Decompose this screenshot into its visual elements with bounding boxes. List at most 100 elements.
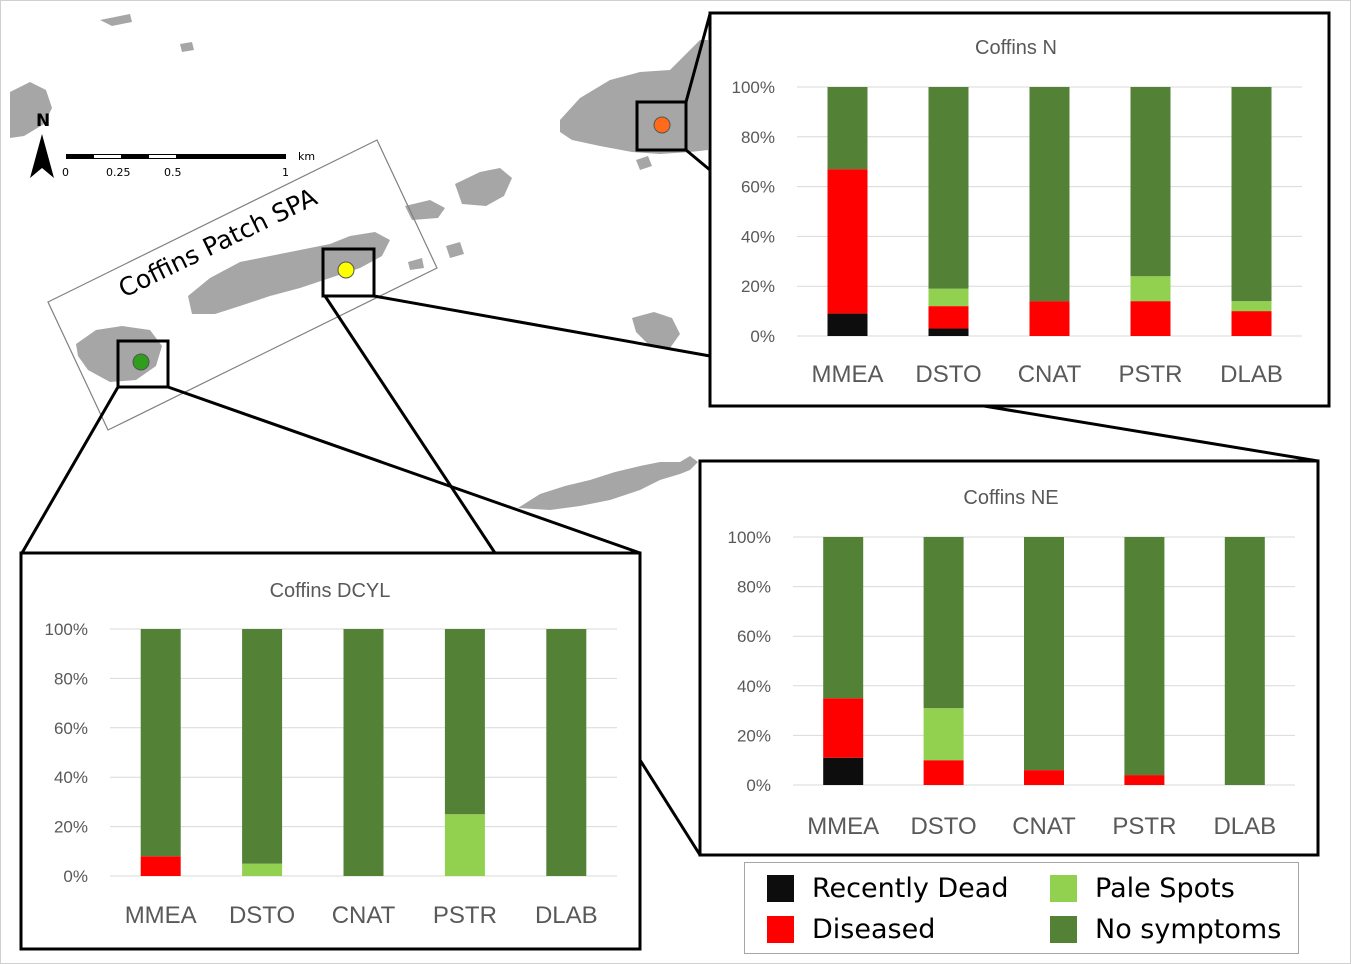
coffins-ne-bar-dsto-no-symptoms [923,537,964,709]
coffins-ne-y-tick-label: 100% [728,528,771,547]
coffins-n-bar-dsto-recently-dead [928,328,969,336]
coffins-ne-x-tick-label: PSTR [1112,813,1176,840]
coffins-dcyl-y-tick-label: 100% [45,620,88,639]
coffins-dcyl-frame [19,551,642,951]
island-islet-c [446,242,464,258]
coffins-n-bar-dsto-pale-spots [928,288,969,307]
coffins-n-bar-pstr-no-symptoms [1130,87,1171,277]
scale-tick-2: 0.5 [164,166,182,179]
coffins-n-bar-mmea-no-symptoms [827,87,868,170]
coffins-dcyl-y-tick-label: 60% [54,719,88,738]
coffins-n-x-tick-label: DSTO [915,361,981,388]
callout-ne-b [323,295,499,557]
legend-item-pale-spots: Pale Spots [1050,873,1235,904]
coffins-n-bar-dsto-no-symptoms [928,87,969,289]
callout-lines [20,13,1319,856]
legend-swatch-recently-dead [767,875,794,902]
island-islet-d [636,156,652,170]
coffins-n-bar-cnat-no-symptoms [1029,87,1070,302]
coffins-ne-y-tick-label: 40% [737,677,771,696]
coffins-dcyl-y-tick-label: 80% [54,669,88,688]
coffins-ne-bar-dsto-diseased [923,760,964,785]
coffins-ne-bar-mmea-diseased [823,698,864,758]
coffins-n-bar-dlab-pale-spots [1231,301,1272,312]
scale-tick-0: 0 [62,166,69,179]
legend: Recently Dead Pale Spots Diseased No sym… [744,862,1299,954]
site-box-dcyl [116,339,170,389]
island-far-left [10,82,52,138]
coffins-n-frame [708,11,1331,408]
coffins-dcyl-bar-mmea-no-symptoms [140,629,181,857]
legend-label-diseased: Diseased [812,914,936,945]
site-box-n [635,100,688,152]
spa-boundary [47,139,438,431]
site-marker-dcyl [132,353,150,371]
callout-dcyl-a [20,386,120,554]
coffins-n-bar-mmea-recently-dead [827,313,868,336]
coffins-ne-bar-pstr-diseased [1124,775,1165,785]
coffins-ne-x-tick-label: DSTO [910,813,976,840]
legend-label-pale-spots: Pale Spots [1095,873,1235,904]
coffins-n-x-tick-label: MMEA [812,361,884,388]
coffins-ne-bar-cnat-diseased [1024,770,1064,785]
coffins-n-x-tick-label: PSTR [1118,361,1182,388]
island-islet-a [180,42,194,52]
coffins-n-y-tick-label: 100% [732,78,775,97]
callout-n-bottom [685,148,711,172]
island-islet-b [408,258,424,270]
coffins-dcyl-bar-dlab-no-symptoms [546,629,587,876]
north-arrow: N [30,111,54,178]
coffins-dcyl-y-tick-label: 40% [54,768,88,787]
scale-tick-1: 0.25 [106,166,131,179]
island-mid-east [455,168,512,206]
island-mid [405,200,445,220]
coffins-ne-y-tick-label: 20% [737,726,771,745]
coffins-n-title: Coffins N [975,37,1057,59]
legend-label-no-symptoms: No symptoms [1095,914,1282,945]
coffins-dcyl-x-tick-label: MMEA [125,902,197,929]
coffins-dcyl-y-tick-label: 0% [63,867,88,886]
coffins-dcyl-x-tick-label: DSTO [229,902,295,929]
chart-panel-coffins-ne: Coffins NE 0% 20% 40% 60% 80% 100% MMEA DSTO CNAT… [698,459,1320,857]
legend-swatch-no-symptoms [1050,916,1077,943]
coffins-n-y-tick-label: 80% [741,128,775,147]
coffins-ne-bar-mmea-no-symptoms [823,537,864,699]
coffins-dcyl-y-tick-label: 20% [54,818,88,837]
callout-dcyl-b [167,385,641,555]
coffins-n-bar-cnat-diseased [1029,301,1070,336]
coffins-ne-bar-cnat-no-symptoms [1024,537,1064,771]
coffins-ne-x-tick-label: MMEA [807,813,879,840]
coffins-ne-bar-dlab-no-symptoms [1224,537,1265,785]
coffins-dcyl-x-tick-label: CNAT [332,902,396,929]
coffins-n-y-tick-label: 40% [741,227,775,246]
coffins-n-bar-dsto-diseased [928,306,969,329]
coffins-ne-bar-mmea-recently-dead [823,757,864,785]
coffins-ne-title: Coffins NE [963,487,1058,509]
coffins-dcyl-bar-pstr-pale-spots [444,814,485,876]
coffins-n-bar-dlab-no-symptoms [1231,87,1272,302]
callout-dcyl-c [638,759,702,856]
scale-unit: km [298,150,315,163]
site-marker-n [653,116,671,134]
coffins-dcyl-x-tick-label: DLAB [535,902,598,929]
legend-item-no-symptoms: No symptoms [1050,914,1281,945]
island-south-east [632,312,680,348]
coffins-n-x-tick-label: CNAT [1018,361,1082,388]
coffins-ne-y-tick-label: 80% [737,578,771,597]
chart-panel-coffins-dcyl: Coffins DCYL 0% 20% 40% 60% 80% 100% MMEA DSTO CN… [19,551,642,951]
coffins-dcyl-bar-mmea-diseased [140,856,181,876]
coffins-dcyl-bar-pstr-no-symptoms [444,629,485,815]
coffins-ne-bar-pstr-no-symptoms [1124,537,1165,776]
coffins-n-y-tick-label: 0% [750,327,775,346]
scale-bar: km 0 0.25 0.5 1 [62,150,315,179]
coffins-n-bar-pstr-diseased [1130,301,1171,336]
island-south [518,456,698,510]
scale-bar-seg-2 [149,155,176,158]
island-spa-main [188,232,390,314]
callout-n-top [684,13,712,103]
coffins-n-y-tick-label: 20% [741,277,775,296]
coffins-ne-x-tick-label: CNAT [1012,813,1076,840]
legend-item-recently-dead: Recently Dead [767,873,1008,904]
north-label: N [36,111,50,131]
